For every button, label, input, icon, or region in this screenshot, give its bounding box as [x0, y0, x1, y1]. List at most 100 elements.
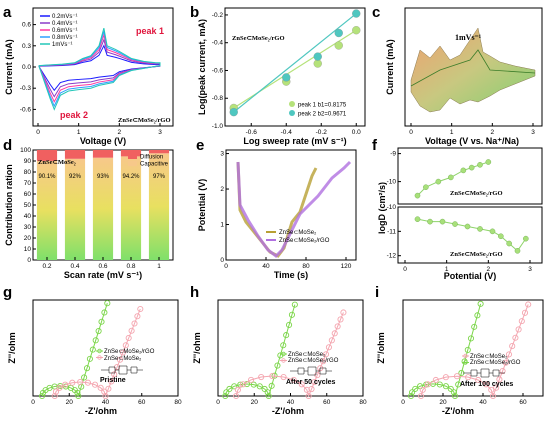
panel-d-bar-diffusion	[148, 150, 170, 154]
panel-i-point	[442, 374, 449, 381]
panel-h-point	[264, 389, 271, 396]
panel-i-point	[512, 334, 519, 341]
panel-g-point	[104, 300, 111, 307]
panel-e-xlabel: Time (s)	[274, 270, 308, 280]
panel-h-point	[288, 311, 296, 318]
legend-swatch-diffusion	[128, 154, 137, 159]
panel-letter-i: i	[375, 284, 379, 301]
panel-g-point	[89, 346, 96, 353]
panel-d-bar-label: 94.2%	[122, 174, 140, 180]
panel-e-ylabel: Potential (V)	[197, 179, 207, 232]
panel-g-point	[128, 327, 135, 334]
panel-f-bottom-point	[506, 240, 512, 247]
panel-h-point	[291, 301, 298, 308]
panel-e-curve-rgo	[236, 160, 352, 258]
panel-f-bottom-point	[464, 223, 471, 230]
panel-g-point	[101, 309, 108, 316]
panel-a-ytick-label: 0.3	[22, 43, 31, 50]
panel-g-curve	[41, 303, 108, 398]
panel-e-ytick-label: 3	[220, 151, 224, 158]
panel-d-ytick-label: 80	[24, 169, 32, 176]
panel-g-point	[92, 337, 99, 344]
panel-d-bar-diffusion	[64, 150, 86, 159]
panel-b-inner-label: ZnSe⊂MoSe₂/rGO	[232, 35, 285, 42]
panel-h-point	[320, 358, 327, 365]
panel-i-point	[525, 301, 532, 308]
panel-a-cv-curve	[38, 28, 161, 111]
panel-f-bottom-point	[489, 228, 496, 235]
panel-e-frame	[225, 149, 357, 261]
panel-f-marks	[414, 159, 529, 254]
panel-i-point	[453, 373, 461, 380]
panel-g-point	[111, 371, 118, 378]
panel-f-top-ytick-label: -10	[387, 179, 397, 186]
panel-a-xtick-label: 3	[158, 129, 162, 136]
panel-h-xtick-label: 0	[216, 399, 220, 406]
panel-a-curves	[38, 28, 161, 111]
panel-d-bar-capacitive	[92, 157, 114, 260]
panel-b-xtick-label: -0.4	[281, 129, 293, 136]
panel-h-point	[258, 373, 265, 381]
panel-h-xtick-label: 80	[359, 399, 367, 406]
panel-d-bar-capacitive	[36, 160, 58, 260]
panel-h-point	[226, 385, 233, 393]
panel-i-point	[464, 346, 471, 353]
panel-b-legend: peak 1 b1=0.8175 peak 2 b2=0.9671	[289, 101, 347, 118]
panel-i-point	[407, 392, 415, 400]
panel-g-point	[51, 392, 58, 400]
panel-e-xtick-label: 0	[224, 263, 228, 270]
panel-i-point	[455, 381, 462, 388]
panel-i-point	[489, 392, 497, 400]
panel-b-legend-marker	[289, 101, 295, 107]
panel-e: ZnSe⊂MoSe₂ ZnSe⊂MoSe₂/rGO 0 40 80 120 0 1 2 3 T…	[197, 149, 357, 280]
panel-g-point	[122, 342, 129, 349]
panel-i-point	[521, 309, 529, 316]
panel-f: 0 1 2 3 -9 -10 -10 -11 -12 ZnSe⊂MoSe₂/rGO ZnSe⊂M…	[377, 147, 543, 281]
panel-h-legend-marker	[281, 358, 286, 363]
panel-i-legend-marker	[463, 353, 468, 359]
panel-g-point	[102, 392, 109, 400]
panel-i-point	[436, 381, 443, 388]
panel-c: 1mVs⁻¹ 0 1 2 3 Voltage (V vs. Na⁺/Na) Curre…	[385, 7, 543, 146]
panel-letter-b: b	[190, 4, 199, 21]
panel-d-bar-diffusion	[36, 150, 58, 161]
panel-b-legend-marker	[289, 110, 295, 116]
panel-d-ytick-label: 10	[24, 246, 32, 253]
panel-i-point	[515, 326, 522, 333]
panel-g-point	[39, 392, 46, 400]
panel-e-ytick-label: 1	[220, 222, 224, 229]
panel-h-point	[239, 381, 247, 388]
panel-i-point	[471, 323, 478, 330]
panel-h-legend-marker	[281, 351, 286, 357]
panel-h-point	[231, 383, 238, 390]
panel-d-ytick-label: 90	[24, 158, 32, 165]
panel-g-point	[108, 378, 115, 385]
panel-h-point	[298, 381, 305, 388]
panel-i-point	[451, 392, 459, 400]
panel-g-point	[131, 320, 138, 327]
panel-f-bottom-point	[477, 226, 483, 232]
panel-i-legend-marker	[463, 360, 468, 365]
panel-f-xtick-label: 1	[445, 266, 449, 273]
panel-i-point	[505, 351, 513, 358]
panel-f-ylabel: logD (cm²/s)	[377, 182, 387, 234]
panel-c-inner-label: 1mVs⁻¹	[455, 33, 482, 42]
panel-g: 0 20 40 60 80	[31, 299, 182, 406]
panel-letter-h: h	[190, 284, 199, 301]
panel-h-point	[322, 351, 330, 358]
panel-g-point	[77, 378, 84, 386]
panel-c-ylabel: Current (mA)	[385, 39, 395, 95]
panel-g-point	[84, 379, 92, 386]
panel-b-point	[352, 9, 361, 18]
panel-i-point	[474, 312, 481, 319]
panel-i-point	[424, 381, 431, 388]
panel-h-point	[337, 316, 344, 323]
panel-f-top-point	[414, 192, 421, 199]
panel-g-point	[137, 305, 144, 313]
panel-d-bars: 90.1% 92% 93% 94.2% 97%	[36, 150, 170, 260]
panel-h-point	[223, 389, 230, 396]
panel-g-legend-marker	[97, 348, 102, 354]
panel-d-bar-label: 90.1%	[38, 174, 56, 180]
panel-h-point	[265, 392, 272, 400]
panel-b: -0.6 -0.4 -0.2 0.0 -0.2 -0.4 -0.6 -0.8 -1.0 ZnSe…	[197, 7, 366, 146]
